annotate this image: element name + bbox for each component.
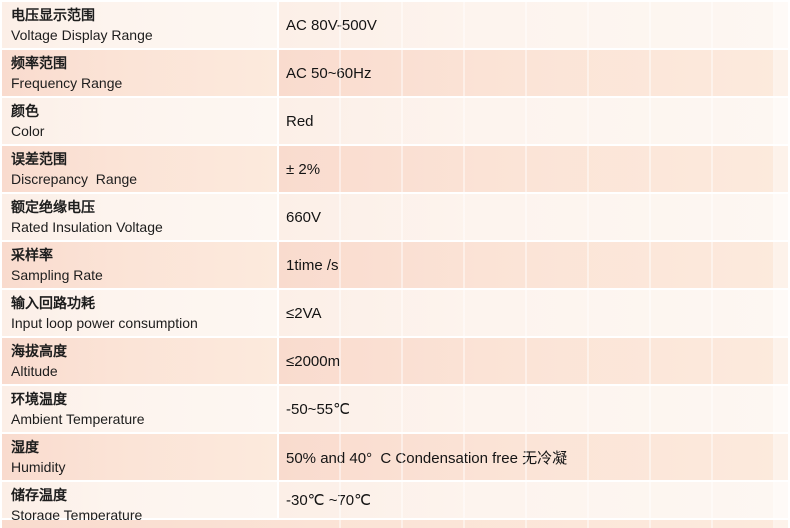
- parameter-cell: 采样率 Sampling Rate: [2, 242, 279, 288]
- value-cell: -30℃ ~70℃: [279, 482, 788, 518]
- value-text: AC 80V-500V: [286, 16, 377, 34]
- parameter-cell: 储存温度 Storage Temperature: [2, 482, 279, 523]
- parameter-label-en: Color: [11, 123, 45, 139]
- value-cell: ≤2VA: [279, 290, 788, 336]
- parameter-label-zh: 采样率: [11, 247, 53, 263]
- value-cell: 50% and 40° C Condensation free 无冷凝: [279, 434, 788, 480]
- value-text: Red: [286, 112, 314, 130]
- parameter-cell: 海拔高度 Altitude: [2, 338, 279, 384]
- value-cell: -50~55℃: [279, 386, 788, 432]
- value-text: AC 50~60Hz: [286, 64, 372, 82]
- value-text: -50~55℃: [286, 401, 350, 418]
- value-cell: 1time /s: [279, 242, 788, 288]
- parameter-label-zh: 海拔高度: [11, 343, 67, 359]
- table-row: 额定绝缘电压 Rated Insulation Voltage 660V: [2, 194, 788, 240]
- parameter-label-en: Input loop power consumption: [11, 315, 198, 331]
- parameter-label-zh: 储存温度: [11, 487, 67, 503]
- value-text: ± 2%: [286, 160, 321, 178]
- table-row: 频率范围 Frequency Range AC 50~60Hz: [2, 50, 788, 96]
- table-row: 输入回路功耗 Input loop power consumption ≤2VA: [2, 290, 788, 336]
- parameter-cell: 电压显示范围 Voltage Display Range: [2, 2, 279, 48]
- parameter-label-en: Humidity: [11, 459, 66, 475]
- value-text: 660V: [286, 208, 322, 226]
- parameter-label-zh: 湿度: [11, 439, 39, 455]
- parameter-cell: 额定绝缘电压 Rated Insulation Voltage: [2, 194, 279, 240]
- parameter-label-zh: 电压显示范围: [11, 7, 95, 23]
- parameter-label-en: Frequency Range: [11, 75, 123, 91]
- value-cell: ± 2%: [279, 146, 788, 192]
- parameter-label-zh: 环境温度: [11, 391, 67, 407]
- table-row: 电压显示范围 Voltage Display Range AC 80V-500V: [2, 2, 788, 48]
- parameter-label-en: Ambient Temperature: [11, 411, 145, 427]
- value-cell: AC 80V-500V: [279, 2, 788, 48]
- value-cell: Red: [279, 98, 788, 144]
- table-row: 环境温度 Ambient Temperature -50~55℃: [2, 386, 788, 432]
- table-row: 颜色 Color Red: [2, 98, 788, 144]
- parameter-label-zh: 额定绝缘电压: [11, 199, 95, 215]
- parameter-label-en: Sampling Rate: [11, 267, 103, 283]
- parameter-label-en: Voltage Display Range: [11, 27, 153, 43]
- parameter-cell: 误差范围 Discrepancy Range: [2, 146, 279, 192]
- value-text: 50% and 40° C Condensation free 无冷凝: [286, 449, 568, 467]
- right-margin-shade: [775, 2, 788, 528]
- parameter-cell: 输入回路功耗 Input loop power consumption: [2, 290, 279, 336]
- table-row: 储存温度 Storage Temperature -30℃ ~70℃: [2, 482, 788, 523]
- value-cell: AC 50~60Hz: [279, 50, 788, 96]
- value-text: 1time /s: [286, 256, 339, 274]
- table-row: 采样率 Sampling Rate 1time /s: [2, 242, 788, 288]
- table-row: 误差范围 Discrepancy Range ± 2%: [2, 146, 788, 192]
- parameter-label-en: Discrepancy Range: [11, 171, 138, 187]
- value-cell: ≤2000m: [279, 338, 788, 384]
- parameter-label-zh: 颜色: [11, 103, 39, 119]
- partial-row-strip: [2, 520, 788, 528]
- table-row: 湿度 Humidity 50% and 40° C Condensation f…: [2, 434, 788, 480]
- parameter-label-en: Rated Insulation Voltage: [11, 219, 163, 235]
- parameter-label-en: Altitude: [11, 363, 58, 379]
- value-cell: 660V: [279, 194, 788, 240]
- parameter-label-en: Storage Temperature: [11, 507, 143, 523]
- value-text: ≤2000m: [286, 352, 341, 370]
- parameter-label-zh: 输入回路功耗: [11, 295, 95, 311]
- parameter-cell: 环境温度 Ambient Temperature: [2, 386, 279, 432]
- table-row: 海拔高度 Altitude ≤2000m: [2, 338, 788, 384]
- parameter-cell: 颜色 Color: [2, 98, 279, 144]
- parameter-label-zh: 误差范围: [11, 151, 67, 167]
- parameter-cell: 湿度 Humidity: [2, 434, 279, 480]
- value-text: ≤2VA: [286, 304, 322, 322]
- value-text: -30℃ ~70℃: [286, 492, 371, 509]
- parameter-cell: 频率范围 Frequency Range: [2, 50, 279, 96]
- parameter-label-zh: 频率范围: [11, 55, 67, 71]
